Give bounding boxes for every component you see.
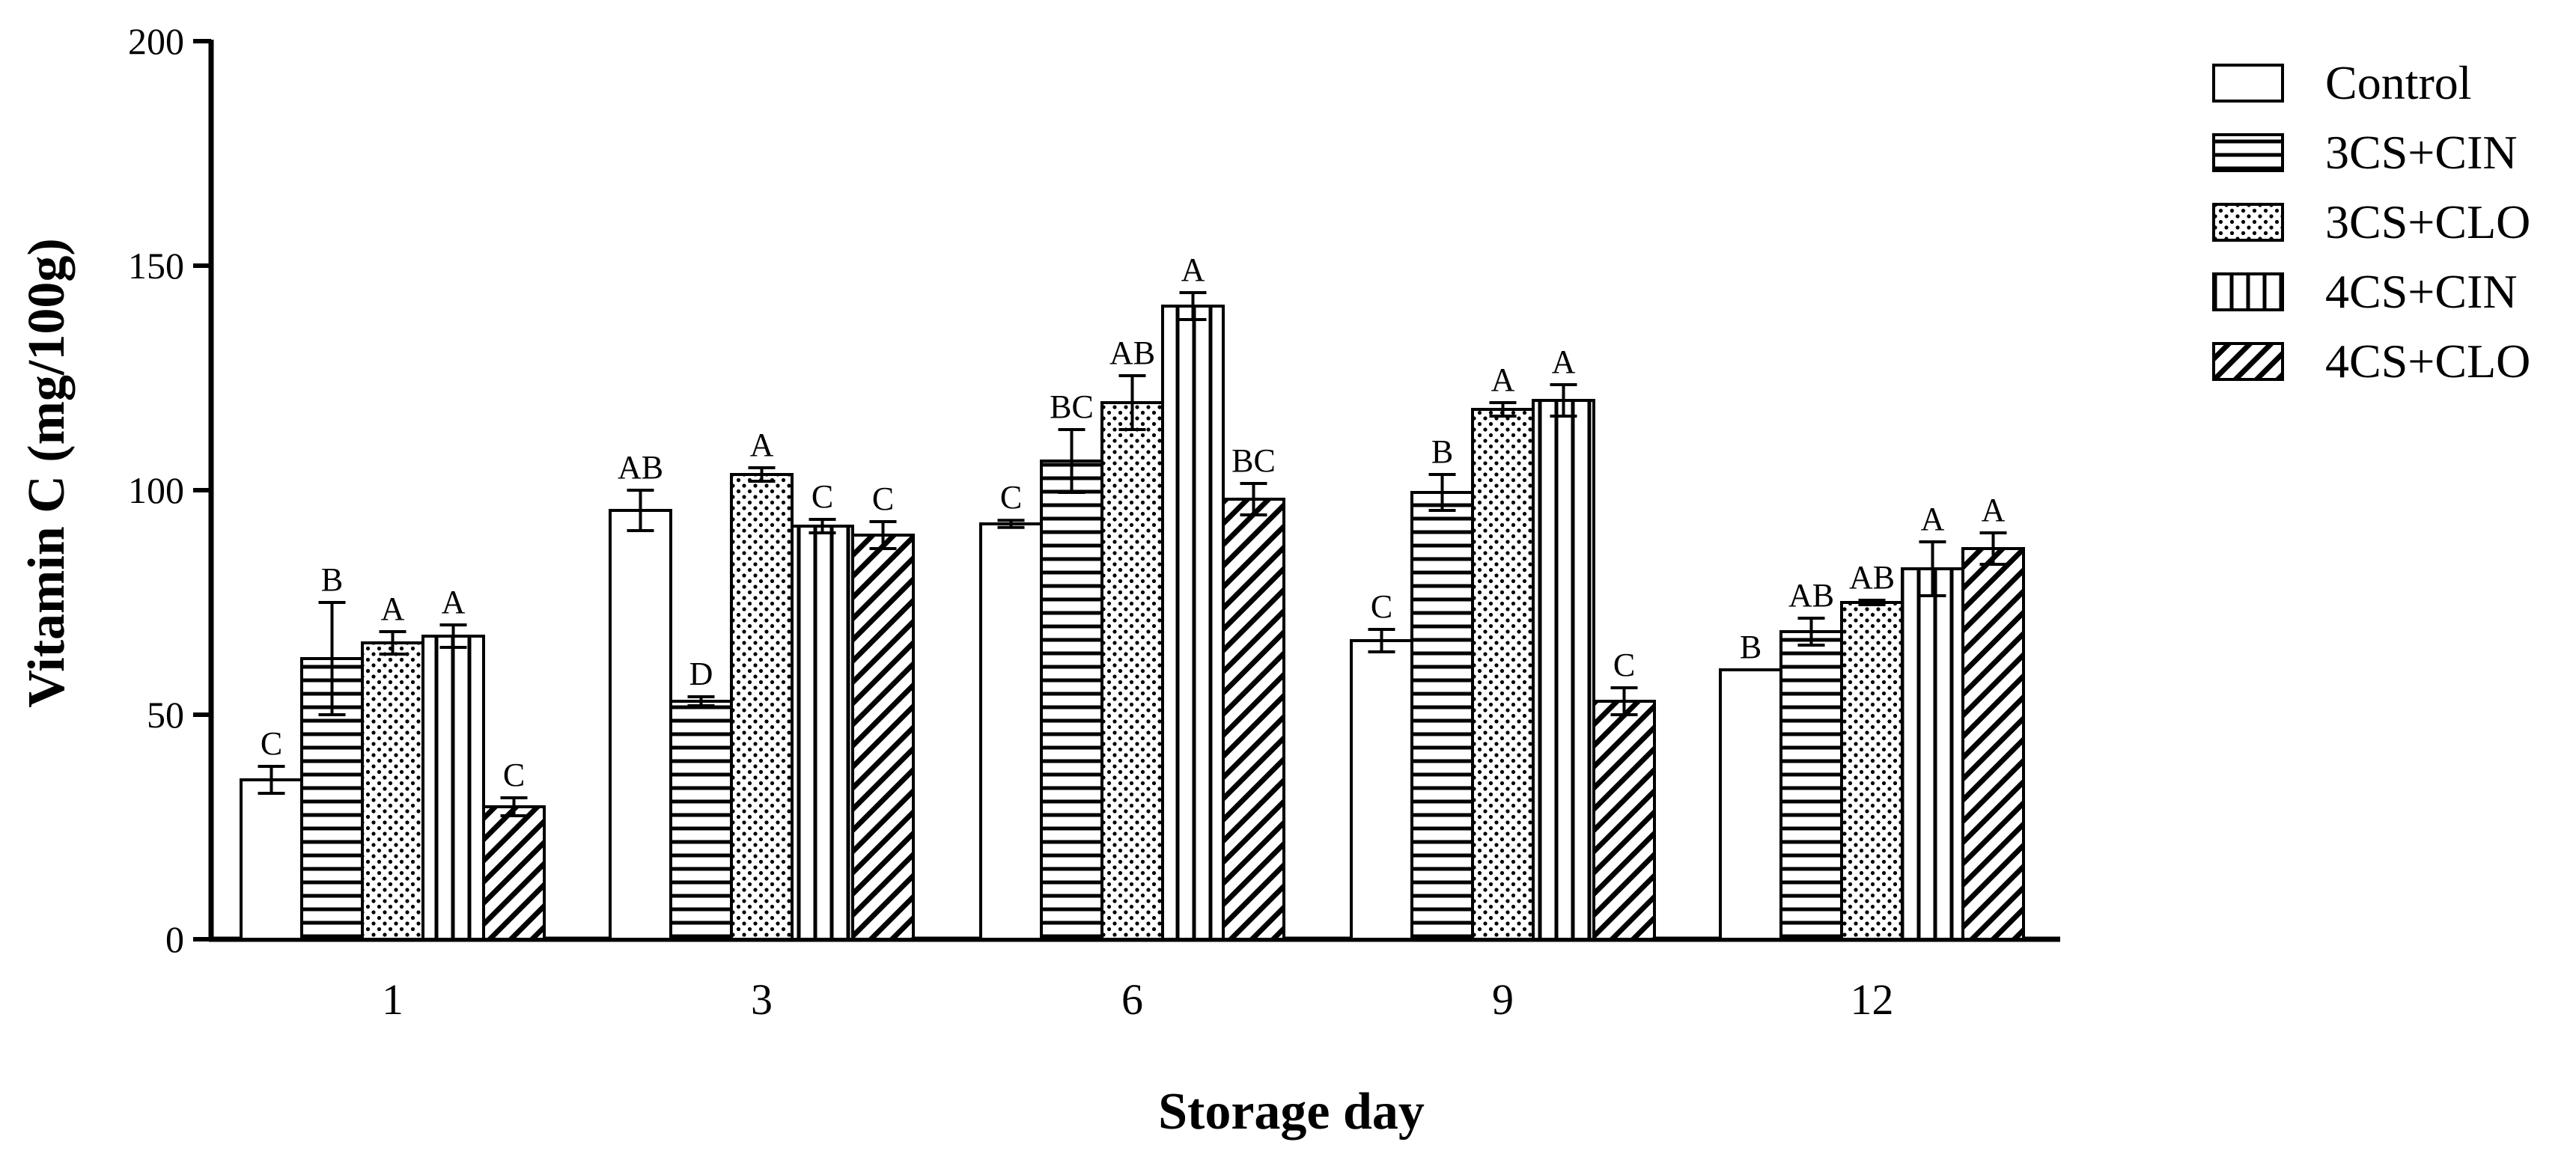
bar bbox=[1040, 460, 1103, 941]
bar bbox=[1719, 668, 1782, 941]
x-tick-label: 1 bbox=[382, 975, 404, 1024]
significance-label: AB bbox=[1109, 335, 1155, 371]
bar bbox=[421, 635, 485, 941]
significance-label: B bbox=[321, 561, 343, 598]
significance-label: C bbox=[1000, 479, 1022, 516]
legend-swatch bbox=[2212, 133, 2284, 172]
x-tick-label: 6 bbox=[1121, 975, 1143, 1024]
legend: Control 3CS+CIN 3CS+CLO 4CS+CIN 4CS+CLO bbox=[2212, 56, 2530, 388]
significance-label: C bbox=[812, 478, 833, 515]
legend-swatch bbox=[2212, 342, 2284, 381]
significance-label: A bbox=[1921, 501, 1945, 537]
y-tick-label: 200 bbox=[128, 20, 184, 62]
bar bbox=[1592, 700, 1656, 941]
significance-label: A bbox=[1181, 251, 1205, 288]
significance-label: B bbox=[1740, 629, 1762, 665]
significance-label: BC bbox=[1050, 388, 1094, 425]
significance-label: A bbox=[381, 590, 405, 627]
legend-label: 4CS+CIN bbox=[2325, 265, 2518, 318]
legend-swatch bbox=[2212, 64, 2284, 103]
legend-swatch bbox=[2212, 203, 2284, 242]
bar bbox=[669, 700, 733, 941]
significance-label: BC bbox=[1231, 442, 1276, 479]
significance-label: B bbox=[1431, 433, 1453, 470]
significance-label: C bbox=[1613, 647, 1635, 683]
bar bbox=[1840, 601, 1904, 941]
x-tick-label: 12 bbox=[1851, 975, 1894, 1024]
significance-label: A bbox=[442, 584, 466, 620]
bar bbox=[1222, 498, 1285, 941]
significance-label: A bbox=[1982, 492, 2006, 528]
legend-label: Control bbox=[2325, 56, 2472, 109]
bar bbox=[1471, 408, 1535, 941]
significance-label: C bbox=[872, 480, 894, 517]
legend-label: 3CS+CLO bbox=[2325, 195, 2530, 248]
bar bbox=[1410, 491, 1474, 941]
x-tick-label: 3 bbox=[751, 975, 773, 1024]
legend-label: 3CS+CIN bbox=[2325, 126, 2518, 179]
significance-label: A bbox=[1552, 344, 1576, 380]
significance-label: A bbox=[750, 427, 774, 463]
bar bbox=[609, 509, 672, 941]
bar bbox=[240, 778, 303, 941]
bar bbox=[1100, 401, 1164, 941]
bar bbox=[1161, 305, 1225, 941]
y-tick-label: 150 bbox=[128, 245, 184, 287]
bar bbox=[730, 473, 794, 941]
bar bbox=[791, 525, 854, 941]
significance-label: AB bbox=[1788, 577, 1834, 614]
bar bbox=[1350, 639, 1413, 941]
bar bbox=[1961, 547, 2025, 941]
significance-label: AB bbox=[618, 449, 663, 486]
bar bbox=[1779, 630, 1843, 941]
bar bbox=[1532, 399, 1595, 941]
significance-label: C bbox=[1371, 588, 1392, 625]
significance-label: C bbox=[261, 725, 282, 762]
bar bbox=[851, 534, 915, 941]
y-tick-label: 0 bbox=[165, 918, 184, 960]
significance-label: D bbox=[689, 656, 713, 692]
significance-label: AB bbox=[1849, 559, 1895, 596]
y-tick-label: 50 bbox=[147, 694, 184, 736]
x-tick-label: 9 bbox=[1492, 975, 1514, 1024]
bar bbox=[1901, 567, 1964, 941]
bar bbox=[482, 805, 546, 941]
significance-label: A bbox=[1491, 361, 1515, 398]
legend-swatch bbox=[2212, 272, 2284, 311]
legend-label: 4CS+CLO bbox=[2325, 335, 2530, 388]
plot-area: 0 50 100 150 200 C AB C C B B D BC B AB A A AB A AB A C A A A C C B… bbox=[128, 20, 2060, 1024]
y-tick-label: 100 bbox=[128, 469, 184, 511]
bar bbox=[361, 641, 424, 941]
y-axis-title: Vitamin C (mg/100g) bbox=[18, 238, 76, 707]
significance-label: C bbox=[503, 757, 525, 793]
x-axis-title: Storage day bbox=[1158, 1083, 1425, 1141]
bar bbox=[979, 522, 1043, 941]
